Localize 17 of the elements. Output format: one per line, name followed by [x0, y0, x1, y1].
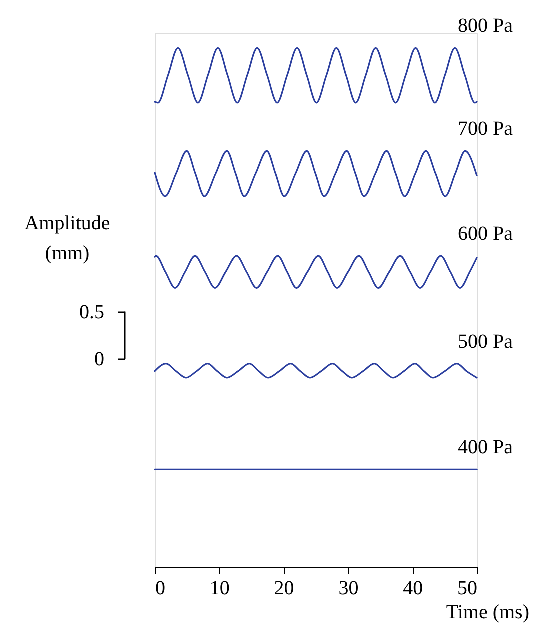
x-tick-label: 10 [210, 578, 230, 600]
series-label: 800 Pa [458, 15, 514, 38]
x-axis-title: Time (ms) [446, 602, 530, 624]
line-series [154, 150, 478, 198]
x-tick-label: 20 [274, 578, 294, 600]
line-series [154, 47, 478, 104]
line-series [154, 255, 478, 289]
y-axis-title: Amplitude (mm) [24, 212, 110, 264]
x-tick-label: 40 [403, 578, 424, 600]
x-tick-label: 50 [458, 578, 478, 600]
x-tick-label: 30 [338, 578, 359, 600]
series-label: 600 Pa [458, 223, 514, 246]
series-label: 500 Pa [458, 330, 514, 353]
series-label: 700 Pa [458, 118, 514, 140]
x-tick-label: 0 [156, 578, 166, 600]
y-tick-label: 0.5 [80, 301, 104, 324]
series-label: 400 Pa [458, 436, 514, 459]
